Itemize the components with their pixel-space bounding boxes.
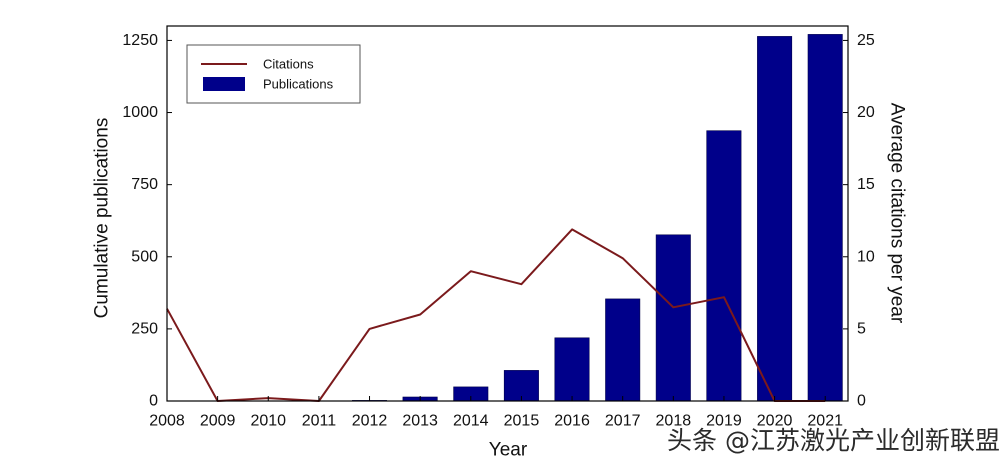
x-tick-label: 2021	[807, 413, 843, 430]
citations-series	[166, 228, 826, 402]
publications-bar-2019	[706, 130, 742, 402]
legend-box	[186, 44, 361, 104]
y-tick-label-left: 500	[131, 248, 158, 265]
x-tick-label: 2015	[504, 413, 540, 430]
publications-bars	[351, 34, 843, 402]
y-tick-label-right: 5	[857, 320, 866, 337]
plot-frame	[166, 25, 849, 402]
y-axis-label-left: Cumulative publications	[92, 118, 113, 319]
x-tick-label: 2011	[302, 413, 337, 430]
y-tick-label-right: 25	[857, 32, 875, 49]
publications-bar-2017	[605, 298, 641, 402]
y-axis-label-right: Average citations per year	[887, 103, 908, 324]
legend: Citations Publications	[186, 44, 361, 104]
x-tick-label: 2014	[453, 413, 489, 430]
x-tick-label: 2012	[352, 413, 388, 430]
publications-bar-2018	[655, 234, 691, 402]
x-tick-label: 2010	[250, 413, 286, 430]
x-tick-label: 2013	[402, 413, 438, 430]
y-tick-label-right: 15	[857, 176, 875, 193]
axis-ticks: 0 250 500 750 1000 1250 0 5 10 15 20 25 2008 2009 2010…	[122, 32, 874, 430]
y-tick-label-right: 10	[857, 248, 875, 265]
legend-swatch-publications	[203, 77, 245, 91]
y-tick-label-left: 0	[149, 393, 158, 410]
x-tick-label: 2020	[757, 413, 793, 430]
x-tick-label: 2016	[554, 413, 590, 430]
x-tick-label: 2019	[706, 413, 742, 430]
y-tick-label-left: 750	[131, 176, 158, 193]
legend-label-publications: Publications	[263, 77, 334, 92]
watermark: 头条 @江苏激光产业创新联盟	[667, 426, 1000, 455]
y-tick-label-right: 20	[857, 104, 875, 121]
y-tick-label-left: 1000	[122, 104, 158, 121]
publications-bar-2020	[757, 36, 793, 402]
y-tick-label-left: 250	[131, 320, 158, 337]
x-tick-label: 2008	[149, 413, 185, 430]
publications-bar-2021	[807, 34, 843, 402]
x-tick-label: 2009	[200, 413, 236, 430]
x-axis-label: Year	[489, 440, 528, 461]
y-tick-label-left: 1250	[122, 32, 158, 49]
citations-line	[166, 228, 826, 402]
x-tick-label: 2017	[605, 413, 641, 430]
x-tick-label: 2018	[656, 413, 692, 430]
publications-bar-2016	[554, 337, 590, 402]
y-tick-label-right: 0	[857, 393, 866, 410]
legend-label-citations: Citations	[263, 57, 314, 72]
